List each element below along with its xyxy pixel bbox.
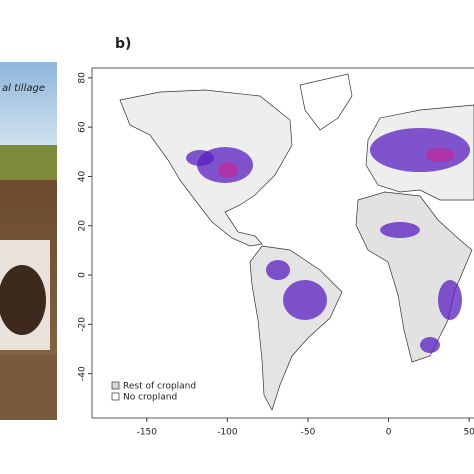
legend-label: No cropland: [123, 393, 177, 403]
x-tick-label: -150: [137, 428, 158, 438]
y-tick-label: 20: [78, 220, 88, 232]
x-tick-label: -50: [301, 428, 316, 438]
x-tick-label: 50: [463, 428, 474, 438]
x-tick-label: -100: [217, 428, 238, 438]
africa: [355, 191, 473, 363]
y-tick-label: -20: [78, 317, 88, 332]
south-america: [249, 245, 343, 411]
panel-label: b): [115, 36, 131, 52]
legend-swatch: [111, 392, 120, 401]
cropland: [425, 148, 455, 162]
y-tick-label: 40: [78, 170, 88, 182]
y-tick-label: 60: [78, 121, 88, 133]
legend-label: Rest of cropland: [123, 382, 196, 392]
plot-frame: [91, 67, 474, 419]
cropland: [283, 280, 327, 320]
cropland: [218, 162, 238, 178]
cropland: [370, 128, 470, 172]
x-tick-label: 0: [386, 428, 392, 438]
photo: al tillage: [0, 62, 57, 420]
cropland: [438, 280, 462, 320]
y-tick-label: 80: [78, 72, 88, 84]
cropland: [420, 337, 440, 353]
cropland: [380, 222, 420, 238]
cropland: [266, 260, 290, 280]
photo-caption: al tillage: [2, 83, 45, 94]
map: [119, 73, 474, 411]
cropland: [186, 150, 214, 166]
legend-swatch: [111, 381, 120, 390]
greenland: [299, 73, 353, 131]
y-tick-label: 0: [78, 272, 88, 278]
y-tick-label: -40: [78, 366, 88, 381]
